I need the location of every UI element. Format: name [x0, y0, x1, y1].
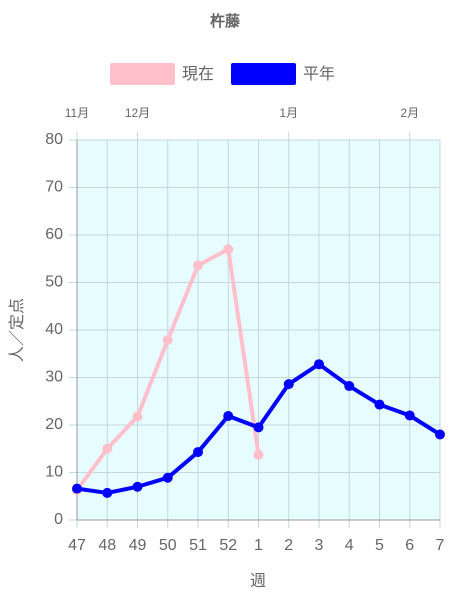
data-point	[132, 411, 143, 422]
x-tick-label: 47	[68, 537, 86, 554]
data-point	[253, 422, 264, 433]
legend-swatch	[110, 63, 175, 85]
x-tick-label: 49	[129, 537, 147, 554]
data-point	[162, 472, 173, 483]
x-tick-label: 1	[254, 537, 263, 554]
data-point	[193, 260, 203, 271]
data-point	[374, 399, 385, 410]
y-tick-label: 70	[45, 179, 63, 196]
data-point	[314, 359, 324, 370]
data-point	[162, 334, 173, 345]
data-point	[132, 481, 143, 492]
chart-title: 杵藤	[210, 12, 241, 30]
y-tick-label: 40	[45, 321, 63, 338]
y-axis-label: 人／定点	[8, 298, 26, 362]
x-tick-label: 4	[345, 537, 354, 554]
x-tick-label: 48	[98, 537, 116, 554]
month-label: 12月	[125, 106, 150, 120]
x-tick-label: 52	[219, 537, 237, 554]
month-label: 11月	[65, 106, 89, 120]
data-point	[223, 244, 234, 255]
month-label: 1月	[279, 106, 298, 120]
data-point	[253, 449, 264, 460]
data-point	[72, 483, 82, 494]
y-tick-label: 10	[45, 464, 63, 481]
y-tick-label: 50	[45, 274, 63, 291]
data-point	[344, 381, 355, 392]
y-tick-label: 80	[45, 131, 63, 148]
x-axis-label: 週	[250, 572, 266, 590]
data-point	[404, 410, 415, 421]
legend-label: 現在	[182, 65, 214, 83]
data-point	[435, 429, 445, 440]
x-tick-label: 50	[159, 537, 177, 554]
data-point	[223, 410, 234, 421]
x-tick-label: 51	[189, 537, 207, 554]
legend-swatch	[231, 63, 296, 85]
data-point	[102, 487, 113, 498]
y-tick-label: 20	[45, 416, 63, 433]
data-point	[283, 379, 294, 390]
month-label: 2月	[400, 106, 419, 120]
data-point	[102, 443, 113, 454]
legend-label: 平年	[303, 65, 335, 83]
x-tick-label: 2	[284, 537, 293, 554]
y-tick-label: 60	[45, 226, 63, 243]
data-point	[193, 447, 203, 458]
x-tick-label: 7	[436, 537, 445, 554]
x-tick-label: 3	[315, 537, 324, 554]
y-tick-label: 30	[45, 369, 63, 386]
x-tick-label: 6	[405, 537, 414, 554]
x-tick-label: 5	[375, 537, 384, 554]
y-tick-label: 0	[54, 511, 63, 528]
